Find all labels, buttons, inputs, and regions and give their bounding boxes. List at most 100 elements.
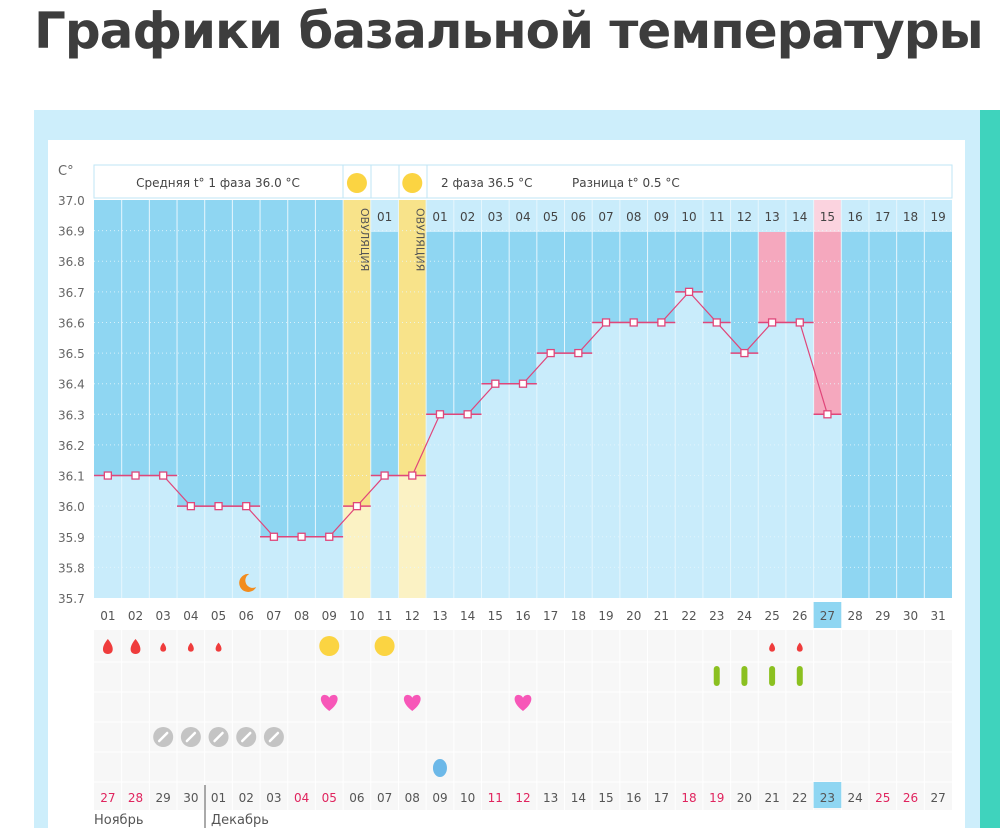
day-column: ОВУЛЯЦИЯ xyxy=(397,200,426,598)
lower-fill xyxy=(647,322,676,598)
cycle-day-label: 22 xyxy=(681,609,696,623)
y-axis-label: C° xyxy=(58,164,74,179)
day-column: 13 xyxy=(757,200,786,598)
pill-line xyxy=(268,731,280,743)
cycle-day-label: 28 xyxy=(847,609,862,623)
calendar-date-label: 13 xyxy=(543,791,558,805)
day-column xyxy=(259,200,288,598)
heart-icon xyxy=(403,694,421,711)
y-tick-label: 36.1 xyxy=(58,470,85,484)
upper-fill xyxy=(564,232,593,354)
upper-fill xyxy=(149,200,178,476)
day-column xyxy=(314,200,344,598)
lower-fill xyxy=(121,475,150,598)
phase-day-cell xyxy=(509,200,537,232)
phase-day-label: 13 xyxy=(764,210,779,224)
blood-drop-small-icon xyxy=(796,642,803,652)
lower-fill xyxy=(730,353,759,598)
cycle-day-label: 24 xyxy=(737,609,752,623)
y-tick-label: 36.2 xyxy=(58,439,85,453)
phase-day-label: 18 xyxy=(903,210,918,224)
blood-drop-small-icon xyxy=(769,642,776,652)
cycle-day-label: 16 xyxy=(515,609,530,623)
temperature-point xyxy=(242,502,251,511)
cycle-day-label: 08 xyxy=(294,609,309,623)
calendar-date-label: 23 xyxy=(820,791,835,805)
lower-fill xyxy=(509,383,537,598)
phase-day-label: 11 xyxy=(709,210,724,224)
calendar-date-label: 27 xyxy=(100,791,115,805)
blood-drop-icon xyxy=(130,639,141,654)
day-column xyxy=(176,200,205,598)
cycle-day-label: 01 xyxy=(100,609,115,623)
heart-icon xyxy=(514,694,532,711)
phase-day-label: 05 xyxy=(543,210,558,224)
temperature-point xyxy=(601,318,611,327)
upper-fill xyxy=(813,232,842,415)
cycle-day-label: 23 xyxy=(709,609,724,623)
day-column: 19 xyxy=(923,200,952,598)
temperature-point xyxy=(823,410,832,419)
cycle-day-label: 11 xyxy=(377,609,392,623)
phase-day-label: 10 xyxy=(681,210,696,224)
phase-day-cell xyxy=(536,200,565,232)
calendar-date-label: 19 xyxy=(709,791,724,805)
phase-day-cell xyxy=(481,200,510,232)
day-column xyxy=(148,200,178,598)
lower-fill xyxy=(287,536,316,598)
cycle-day-label: 14 xyxy=(460,609,475,623)
phase-day-label: 08 xyxy=(626,210,641,224)
day-column: 01 xyxy=(425,200,454,598)
phase-day-cell xyxy=(592,200,620,232)
calendar-date-label: 07 xyxy=(377,791,392,805)
temperature-difference: Разница t° 0.5 °C xyxy=(572,176,680,190)
cycle-day-label: 15 xyxy=(488,609,503,623)
current-date-highlight xyxy=(813,782,842,808)
sun-icon xyxy=(319,636,340,656)
day-column: 01 xyxy=(370,200,399,598)
upper-fill xyxy=(426,232,454,415)
phase-day-label: 15 xyxy=(820,210,835,224)
temperature-point xyxy=(574,348,583,358)
side-strip[interactable] xyxy=(980,110,1000,828)
y-tick-label: 36.9 xyxy=(58,225,85,239)
lower-fill xyxy=(453,414,482,598)
phase2-average: 2 фаза 36.5 °C xyxy=(441,176,533,190)
cycle-day-label: 04 xyxy=(183,609,198,623)
upper-fill xyxy=(481,232,510,384)
calendar-date-label: 24 xyxy=(847,791,862,805)
blood-drop-small-icon xyxy=(215,642,222,652)
day-column: 17 xyxy=(868,200,897,598)
temperature-point xyxy=(380,471,389,480)
y-tick-label: 37.0 xyxy=(58,194,85,208)
phase-day-cell xyxy=(426,200,454,232)
temperature-point xyxy=(795,318,804,327)
test-strip-icon xyxy=(769,666,776,686)
upper-fill xyxy=(370,232,399,476)
ovulation-label: ОВУЛЯЦИЯ xyxy=(413,208,426,271)
cycle-day-label: 20 xyxy=(626,609,641,623)
temperature-point xyxy=(546,348,555,358)
upper-fill xyxy=(619,232,648,323)
phase-day-cell xyxy=(813,200,842,232)
cycle-day-label: 17 xyxy=(543,609,558,623)
phase-day-label: 03 xyxy=(488,210,503,224)
phase-day-label: 09 xyxy=(654,210,669,224)
day-column xyxy=(287,200,316,598)
temperature-point xyxy=(712,318,721,327)
calendar-date-label: 22 xyxy=(792,791,807,805)
upper-fill xyxy=(841,232,869,598)
ovulation-band-lower xyxy=(343,506,371,598)
sun-icon xyxy=(346,173,367,193)
cycle-day-label: 07 xyxy=(266,609,281,623)
temperature-point xyxy=(325,532,334,541)
upper-fill xyxy=(453,232,482,415)
calendar-date-label: 08 xyxy=(405,791,420,805)
calendar-date-label: 27 xyxy=(931,791,946,805)
calendar-date-label: 14 xyxy=(571,791,586,805)
upper-fill xyxy=(868,232,897,598)
cycle-day-label: 13 xyxy=(432,609,447,623)
phase-day-cell xyxy=(924,200,952,232)
temperature-point xyxy=(491,379,500,388)
phase-day-label: 12 xyxy=(737,210,752,224)
